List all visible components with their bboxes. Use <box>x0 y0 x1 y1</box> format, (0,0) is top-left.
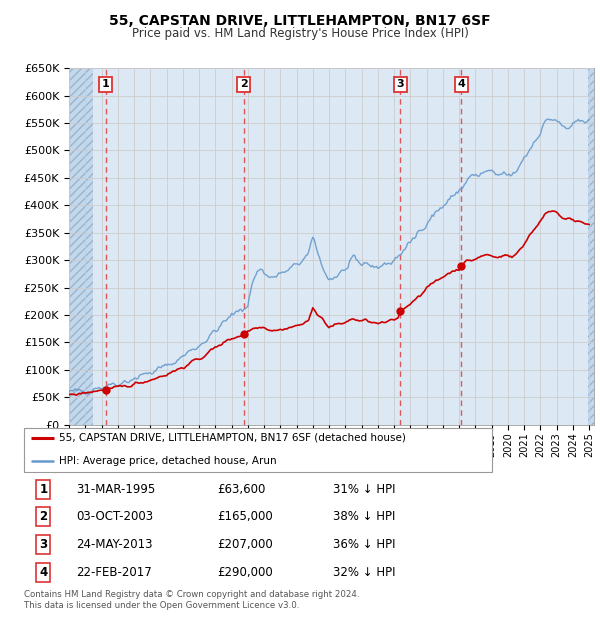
Text: £207,000: £207,000 <box>217 538 273 551</box>
Text: 4: 4 <box>39 565 47 578</box>
Text: 31-MAR-1995: 31-MAR-1995 <box>76 483 155 496</box>
Text: 31% ↓ HPI: 31% ↓ HPI <box>333 483 395 496</box>
Text: 1: 1 <box>39 483 47 496</box>
Bar <box>69 41 94 425</box>
Text: 03-OCT-2003: 03-OCT-2003 <box>76 510 154 523</box>
Text: Price paid vs. HM Land Registry's House Price Index (HPI): Price paid vs. HM Land Registry's House … <box>131 27 469 40</box>
Text: £290,000: £290,000 <box>217 565 273 578</box>
Text: 3: 3 <box>39 538 47 551</box>
Text: £165,000: £165,000 <box>217 510 273 523</box>
Text: 3: 3 <box>397 79 404 89</box>
Text: 4: 4 <box>457 79 466 89</box>
Text: HPI: Average price, detached house, Arun: HPI: Average price, detached house, Arun <box>59 456 277 466</box>
Text: 55, CAPSTAN DRIVE, LITTLEHAMPTON, BN17 6SF: 55, CAPSTAN DRIVE, LITTLEHAMPTON, BN17 6… <box>109 14 491 28</box>
Text: 2: 2 <box>39 510 47 523</box>
Text: 36% ↓ HPI: 36% ↓ HPI <box>333 538 395 551</box>
Text: 2: 2 <box>240 79 248 89</box>
Text: 1: 1 <box>101 79 109 89</box>
Text: 55, CAPSTAN DRIVE, LITTLEHAMPTON, BN17 6SF (detached house): 55, CAPSTAN DRIVE, LITTLEHAMPTON, BN17 6… <box>59 433 406 443</box>
Bar <box>588 41 600 425</box>
Text: 32% ↓ HPI: 32% ↓ HPI <box>333 565 395 578</box>
Text: 24-MAY-2013: 24-MAY-2013 <box>76 538 153 551</box>
Text: 38% ↓ HPI: 38% ↓ HPI <box>333 510 395 523</box>
Text: £63,600: £63,600 <box>217 483 266 496</box>
Text: 22-FEB-2017: 22-FEB-2017 <box>76 565 152 578</box>
Text: Contains HM Land Registry data © Crown copyright and database right 2024.
This d: Contains HM Land Registry data © Crown c… <box>24 590 359 609</box>
FancyBboxPatch shape <box>24 428 492 472</box>
